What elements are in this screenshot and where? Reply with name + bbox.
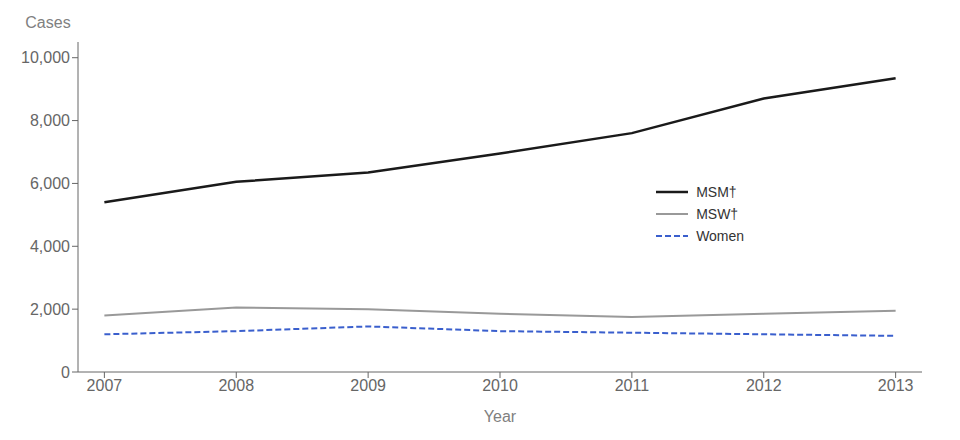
svg-text:2,000: 2,000 — [30, 301, 70, 318]
svg-text:2010: 2010 — [482, 377, 518, 394]
svg-text:8,000: 8,000 — [30, 112, 70, 129]
svg-text:2012: 2012 — [746, 377, 782, 394]
html-text:MSW†: MSW† — [696, 205, 739, 222]
svg-text:0: 0 — [61, 364, 70, 381]
svg-text:Cases: Cases — [25, 14, 70, 31]
svg-text:2011: 2011 — [615, 377, 650, 394]
svg-text:2009: 2009 — [350, 377, 386, 394]
svg-text:2007: 2007 — [87, 377, 123, 394]
svg-text:2013: 2013 — [878, 377, 914, 394]
svg-text:4,000: 4,000 — [30, 238, 70, 255]
svg-text:Year: Year — [484, 408, 517, 425]
html-text:MSM†: MSM† — [696, 183, 737, 200]
svg-text:6,000: 6,000 — [30, 175, 70, 192]
svg-text:2008: 2008 — [218, 377, 254, 394]
svg-text:10,000: 10,000 — [21, 49, 70, 66]
html-text:Women: Women — [696, 227, 745, 244]
